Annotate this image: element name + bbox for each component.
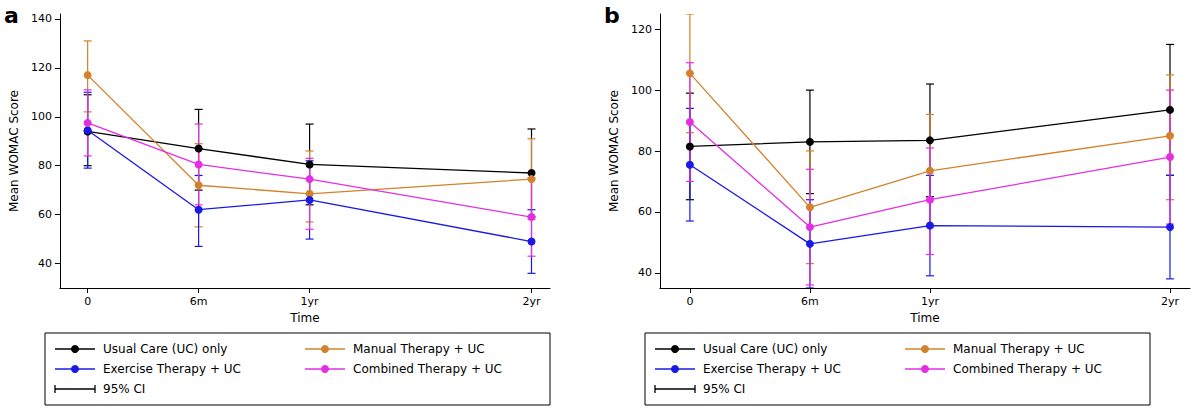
svg-text:Mean WOMAC Score: Mean WOMAC Score [7,90,21,212]
svg-text:Manual Therapy + UC: Manual Therapy + UC [353,342,485,356]
svg-text:2yr: 2yr [1161,295,1180,308]
svg-text:6m: 6m [190,295,208,308]
svg-text:Time: Time [289,311,319,325]
svg-text:1yr: 1yr [301,295,320,308]
svg-text:60: 60 [638,205,652,218]
svg-text:120: 120 [631,23,652,36]
svg-text:120: 120 [31,61,52,74]
svg-text:0: 0 [686,295,693,308]
svg-text:40: 40 [38,257,52,270]
svg-text:Usual Care (UC) only: Usual Care (UC) only [703,342,827,356]
svg-text:95% CI: 95% CI [703,382,745,396]
svg-text:80: 80 [38,159,52,172]
svg-text:1yr: 1yr [921,295,940,308]
svg-text:100: 100 [31,110,52,123]
svg-text:6m: 6m [801,295,819,308]
svg-text:b: b [604,3,620,28]
svg-text:Time: Time [909,311,939,325]
svg-text:0: 0 [84,295,91,308]
svg-text:140: 140 [31,12,52,25]
svg-text:Combined Therapy + UC: Combined Therapy + UC [353,362,502,376]
svg-text:Mean WOMAC Score: Mean WOMAC Score [607,90,621,212]
svg-text:Exercise Therapy + UC: Exercise Therapy + UC [103,362,241,376]
svg-text:100: 100 [631,84,652,97]
svg-text:Manual Therapy + UC: Manual Therapy + UC [953,342,1085,356]
svg-text:60: 60 [38,208,52,221]
svg-text:40: 40 [638,266,652,279]
svg-text:Usual Care (UC) only: Usual Care (UC) only [103,342,227,356]
svg-text:a: a [4,3,19,28]
svg-text:80: 80 [638,145,652,158]
svg-text:2yr: 2yr [522,295,541,308]
svg-text:95% CI: 95% CI [103,382,145,396]
svg-text:Exercise Therapy + UC: Exercise Therapy + UC [703,362,841,376]
svg-text:Combined Therapy + UC: Combined Therapy + UC [953,362,1102,376]
